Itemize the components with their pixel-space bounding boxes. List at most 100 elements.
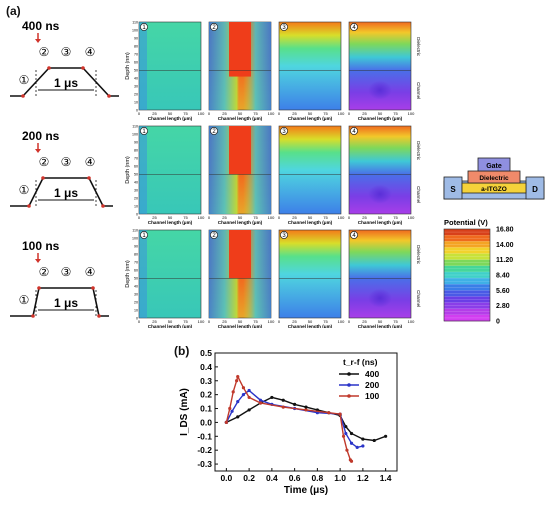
pulse-marker <box>81 66 85 70</box>
depth-tick: 70 <box>134 157 138 161</box>
series-point <box>327 411 331 415</box>
depth-tick: 70 <box>134 53 138 57</box>
x-tick-label: 0.0 <box>220 473 232 483</box>
legend-entry: 400 <box>365 369 379 379</box>
x-tick-label: 0.6 <box>289 473 301 483</box>
legend-entry: 100 <box>365 391 379 401</box>
map-number: 4 <box>352 233 356 239</box>
channel-region-label: Channel <box>416 290 421 307</box>
map-number-badge <box>210 231 218 239</box>
colorbar-tick: 0 <box>496 319 500 326</box>
depth-tick: 80 <box>134 149 138 153</box>
length-tick: 100 <box>198 111 205 116</box>
depth-tick: 50 <box>134 69 138 73</box>
map-number: 3 <box>282 25 286 31</box>
series-point <box>231 390 235 394</box>
pulse-marker <box>37 286 41 290</box>
length-tick: 75 <box>183 215 188 220</box>
dielectric-region-label: Dielectric <box>416 141 421 161</box>
depth-tick: 90 <box>134 245 138 249</box>
length-tick: 50 <box>378 111 383 116</box>
length-axis-label: Channel length (μm) <box>218 324 263 328</box>
depth-tick: 60 <box>134 61 138 65</box>
length-tick: 100 <box>408 111 415 116</box>
depth-tick: 100 <box>132 237 138 241</box>
y-tick-label: 0.1 <box>200 404 212 414</box>
length-tick: 50 <box>168 215 173 220</box>
map-number-badge <box>210 127 218 135</box>
map-edge-shade <box>139 126 147 214</box>
ids-chart: -0.3 -0.2 -0.1 0.0 0.1 0.2 0.3 0.4 0.5 0.0 0.2 0.4 0… <box>179 348 398 496</box>
step-number: ② <box>39 155 50 169</box>
length-tick: 75 <box>393 215 398 220</box>
length-tick: 25 <box>362 215 367 220</box>
series-point <box>236 415 240 419</box>
y-tick-label: -0.1 <box>197 431 212 441</box>
series-point <box>349 441 354 445</box>
length-tick: 25 <box>222 111 227 116</box>
length-axis-label: Channel length (μm) <box>148 220 193 225</box>
series-point <box>247 395 251 400</box>
x-tick-label: 0.8 <box>311 473 323 483</box>
step-number: ① <box>19 73 30 87</box>
length-tick: 0 <box>278 111 281 116</box>
series-point <box>293 402 297 406</box>
map-number-badge <box>140 23 148 31</box>
series-point <box>236 399 240 404</box>
length-tick: 25 <box>292 215 297 220</box>
length-tick: 25 <box>152 215 157 220</box>
length-tick: 0 <box>208 111 211 116</box>
period-label: 1 μs <box>54 296 78 310</box>
potential-map <box>278 125 342 215</box>
rise-time-label: 200 ns <box>22 129 60 143</box>
depth-tick: 70 <box>134 261 138 265</box>
depth-tick: 10 <box>134 101 138 105</box>
depth-tick: 100 <box>132 133 138 137</box>
colorbar-swatch <box>444 229 490 236</box>
source-label: S <box>450 185 456 194</box>
pulse-marker <box>47 66 51 70</box>
dielectric-label: Dielectric <box>479 175 509 182</box>
map-number: 3 <box>282 233 286 239</box>
pulse-marker <box>97 314 101 318</box>
length-axis-label: Channel length (μm) <box>218 220 263 225</box>
legend-marker <box>347 372 351 376</box>
length-axis-label: Channel length (μm) <box>148 116 193 121</box>
colorbar-frame <box>443 228 491 322</box>
depth-tick: 30 <box>134 85 138 89</box>
y-tick-label: -0.3 <box>197 459 212 469</box>
depth-tick: 10 <box>134 309 138 313</box>
x-tick-label: 1.0 <box>334 473 346 483</box>
length-tick: 25 <box>362 319 367 324</box>
length-tick: 75 <box>183 111 188 116</box>
series-point <box>355 445 359 449</box>
colorbar-swatch <box>444 253 490 260</box>
length-tick: 0 <box>208 215 211 220</box>
length-tick: 25 <box>292 111 297 116</box>
colorbar-title: Potential (V) <box>444 218 488 227</box>
map-hot-core <box>229 126 251 175</box>
colorbar-swatch <box>444 271 490 279</box>
x-tick-label: 0.4 <box>266 473 278 483</box>
y-tick-label: -0.2 <box>197 445 212 455</box>
series-point <box>235 379 239 383</box>
step-number: ③ <box>61 155 72 169</box>
length-tick: 100 <box>338 215 345 220</box>
depth-tick: 90 <box>134 37 138 41</box>
length-tick: 25 <box>362 111 367 116</box>
length-tick: 0 <box>278 215 281 220</box>
map-number-badge <box>280 231 288 239</box>
pulse-marker <box>91 286 95 290</box>
length-tick: 0 <box>348 215 351 220</box>
step-number: ④ <box>85 45 96 59</box>
colorbar-swatch <box>444 247 490 254</box>
colorbar-swatch <box>444 290 490 297</box>
length-tick: 75 <box>393 319 398 324</box>
map-edge-shade <box>139 22 147 110</box>
legend-entry: 200 <box>365 380 379 390</box>
series-point <box>258 401 263 405</box>
length-tick: 25 <box>152 111 157 116</box>
depth-tick: 40 <box>134 285 138 289</box>
series-point <box>241 386 246 390</box>
